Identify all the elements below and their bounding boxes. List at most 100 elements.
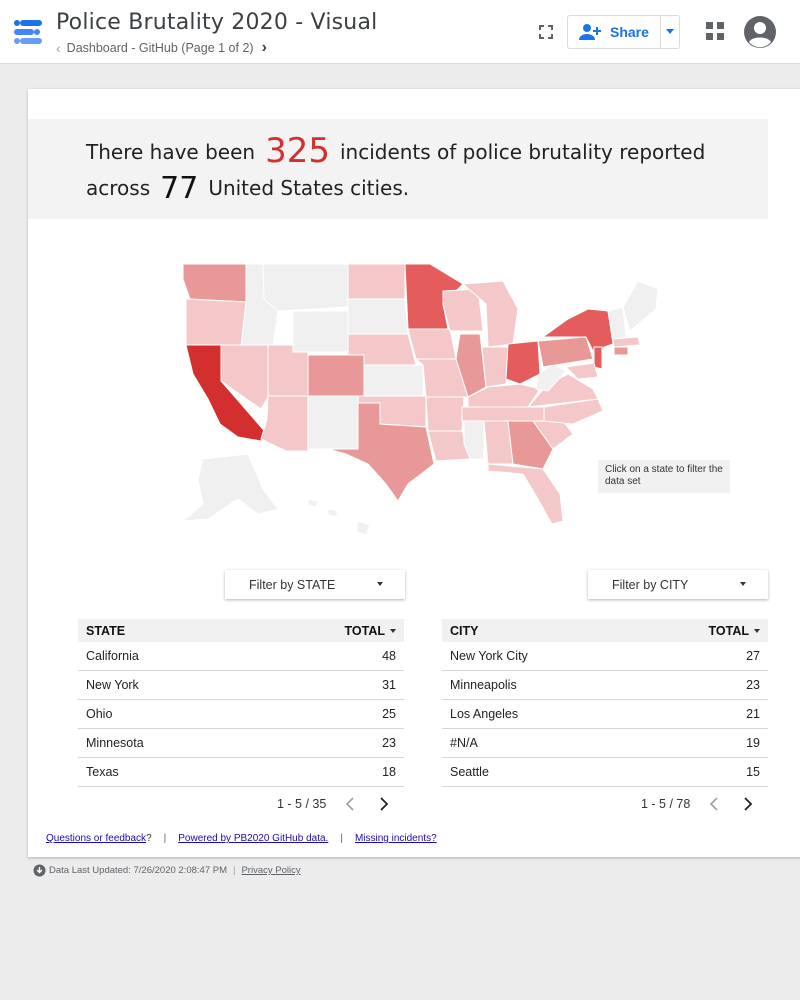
state-indiana[interactable]	[481, 346, 509, 388]
state-vermont-nh[interactable]	[607, 306, 627, 342]
divider: |	[163, 833, 167, 844]
state-florida[interactable]	[487, 463, 564, 525]
state-alaska[interactable]	[181, 453, 279, 522]
table-header: STATE TOTAL	[78, 619, 404, 642]
column-header-state[interactable]: STATE	[86, 623, 126, 638]
next-page-icon[interactable]	[372, 792, 396, 816]
row-total: 15	[746, 765, 760, 779]
state-massachusetts[interactable]	[612, 336, 641, 348]
table-row[interactable]: Seattle 15	[442, 758, 768, 787]
breadcrumb: ‹ Dashboard - GitHub (Page 1 of 2) ›	[56, 39, 267, 57]
table-row[interactable]: California 48	[78, 642, 404, 671]
state-arkansas[interactable]	[425, 396, 465, 432]
row-name: Minnesota	[86, 736, 144, 750]
summary-banner: There have been 325 incidents of police br…	[28, 119, 768, 219]
state-kansas[interactable]	[363, 364, 424, 397]
state-mississippi[interactable]	[463, 420, 485, 460]
last-updated-text: Data Last Updated: 7/26/2020 2:08:47 PM	[49, 865, 227, 876]
state-ohio[interactable]	[505, 340, 541, 385]
state-north-dakota[interactable]	[347, 263, 406, 300]
row-name: Los Angeles	[450, 707, 519, 721]
powered-by-link[interactable]: Powered by PB2020 GitHub data.	[178, 833, 329, 844]
column-header-city[interactable]: CITY	[450, 623, 479, 638]
table-row[interactable]: Texas 18	[78, 758, 404, 787]
state-arizona[interactable]	[260, 395, 309, 452]
fullscreen-icon[interactable]	[536, 22, 556, 42]
table-row[interactable]: Minneapolis 23	[442, 671, 768, 700]
share-button[interactable]: Share	[567, 15, 661, 49]
row-name: California	[86, 649, 139, 663]
divider: |	[340, 833, 343, 844]
row-name: Ohio	[86, 707, 113, 721]
caret-down-icon	[377, 582, 383, 586]
state-new-mexico[interactable]	[307, 395, 359, 450]
column-header-total[interactable]: TOTAL	[708, 624, 760, 638]
state-nevada[interactable]	[220, 344, 269, 410]
state-iowa[interactable]	[407, 328, 457, 360]
report-page: There have been 325 incidents of police br…	[28, 89, 800, 857]
report-footer-links: Questions or feedback? | Powered by PB20…	[46, 833, 437, 844]
missing-incidents-link[interactable]: Missing incidents?	[354, 833, 437, 844]
apps-grid-icon[interactable]	[706, 22, 724, 40]
state-colorado[interactable]	[307, 354, 365, 397]
table-row[interactable]: #N/A 19	[442, 729, 768, 758]
chevron-left-icon[interactable]: ‹	[56, 40, 61, 56]
state-tennessee[interactable]	[461, 406, 549, 422]
account-avatar-icon[interactable]	[743, 15, 777, 49]
state-new-jersey[interactable]	[593, 346, 603, 370]
data-studio-logo-icon[interactable]	[12, 16, 44, 48]
previous-page-icon[interactable]	[702, 792, 726, 816]
state-maine[interactable]	[622, 280, 659, 332]
state-texas[interactable]	[327, 402, 435, 502]
row-name: Texas	[86, 765, 119, 779]
column-header-total[interactable]: TOTAL	[344, 624, 396, 638]
previous-page-icon[interactable]	[338, 792, 362, 816]
city-filter-dropdown[interactable]: Filter by CITY	[588, 570, 768, 599]
state-table: STATE TOTAL California 48 New York 31 Ohio…	[78, 619, 404, 787]
download-circle-icon[interactable]	[33, 864, 46, 877]
row-total: 19	[746, 736, 760, 750]
total-label: TOTAL	[344, 623, 385, 638]
map-tooltip-note: Click on a state to filter the data set	[598, 460, 730, 493]
table-row[interactable]: Minnesota 23	[78, 729, 404, 758]
page-indicator[interactable]: Dashboard - GitHub (Page 1 of 2)	[66, 41, 254, 55]
state-connecticut[interactable]	[613, 346, 629, 356]
divider: |	[233, 865, 236, 876]
row-total: 18	[382, 765, 396, 779]
state-filter-label: Filter by STATE	[249, 577, 336, 592]
state-oregon[interactable]	[185, 298, 247, 348]
state-maryland[interactable]	[564, 362, 599, 380]
row-total: 31	[382, 678, 396, 692]
state-pennsylvania[interactable]	[537, 336, 594, 368]
us-states-map[interactable]	[168, 259, 668, 549]
state-table-pagination: 1 - 5 / 35	[277, 792, 396, 816]
summary-prefix: There have been	[86, 140, 256, 164]
summary-suffix: United States cities.	[208, 176, 410, 200]
privacy-policy-link[interactable]: Privacy Policy	[241, 865, 301, 876]
state-washington[interactable]	[182, 263, 247, 303]
row-total: 25	[382, 707, 396, 721]
share-dropdown-button[interactable]	[660, 15, 680, 49]
state-utah[interactable]	[267, 344, 309, 397]
state-south-dakota[interactable]	[347, 298, 409, 335]
share-label: Share	[610, 24, 649, 40]
state-hawaii[interactable]	[307, 498, 371, 536]
caret-down-icon	[740, 582, 746, 586]
state-wyoming[interactable]	[292, 310, 349, 353]
table-row[interactable]: New York 31	[78, 671, 404, 700]
state-georgia[interactable]	[507, 420, 554, 470]
table-row[interactable]: Los Angeles 21	[442, 700, 768, 729]
table-row[interactable]: New York City 27	[442, 642, 768, 671]
table-row[interactable]: Ohio 25	[78, 700, 404, 729]
summary-middle: incidents of police brutality reported a…	[86, 140, 706, 200]
row-name: New York	[86, 678, 139, 692]
questions-suffix: ?	[146, 833, 152, 844]
pagination-label: 1 - 5 / 35	[277, 797, 327, 811]
next-page-icon[interactable]	[736, 792, 760, 816]
questions-feedback-link[interactable]: Questions or feedback	[46, 833, 147, 844]
state-filter-dropdown[interactable]: Filter by STATE	[225, 570, 405, 599]
top-bar: Police Brutality 2020 - Visual ‹ Dashboa…	[0, 0, 800, 64]
state-montana[interactable]	[262, 263, 349, 312]
chevron-right-icon[interactable]: ›	[261, 39, 267, 56]
row-total: 48	[382, 649, 396, 663]
